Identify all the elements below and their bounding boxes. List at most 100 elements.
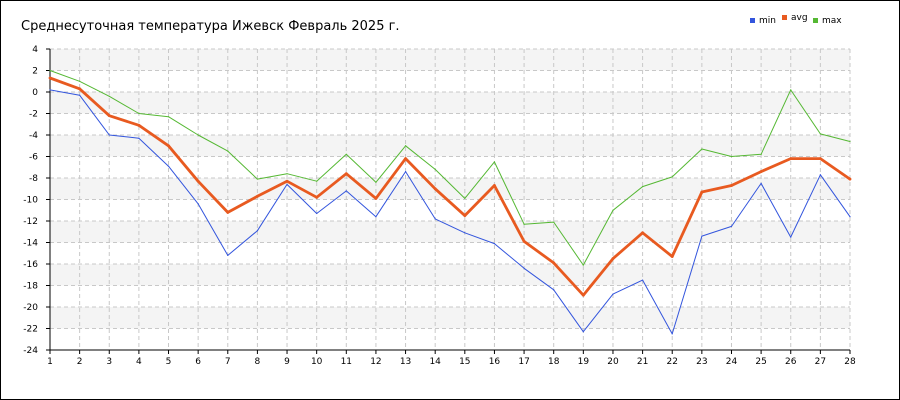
x-tick-label: 7 bbox=[225, 357, 231, 367]
data-point-avg bbox=[848, 177, 852, 181]
data-point-min bbox=[612, 293, 614, 295]
data-point-avg bbox=[700, 190, 704, 194]
data-point-max bbox=[730, 155, 733, 158]
series-line-min bbox=[49, 89, 851, 335]
grid-band bbox=[50, 92, 850, 114]
data-point-min bbox=[79, 94, 81, 96]
data-point-max bbox=[790, 89, 792, 91]
y-tick-label: -6 bbox=[29, 153, 38, 163]
data-point-max bbox=[553, 221, 555, 223]
y-tick-label: -12 bbox=[23, 217, 38, 227]
data-point-max bbox=[641, 186, 644, 188]
x-tick-label: 23 bbox=[696, 357, 707, 367]
data-point-max bbox=[819, 133, 821, 135]
x-tick-label: 19 bbox=[578, 357, 590, 367]
data-point-max bbox=[404, 145, 407, 147]
data-point-min bbox=[760, 182, 762, 184]
data-point-avg bbox=[48, 76, 52, 80]
data-point-max bbox=[256, 178, 259, 180]
x-tick-label: 11 bbox=[341, 357, 352, 367]
legend-label-avg: avg bbox=[791, 13, 808, 23]
data-point-avg bbox=[641, 231, 644, 235]
grid-band bbox=[50, 307, 850, 329]
data-point-avg bbox=[256, 194, 259, 198]
data-point-min bbox=[227, 254, 229, 256]
data-point-max bbox=[345, 153, 347, 155]
x-tick-label: 18 bbox=[548, 357, 560, 367]
data-point-min bbox=[138, 137, 140, 139]
x-tick-label: 26 bbox=[785, 357, 797, 367]
y-tick-label: -22 bbox=[23, 325, 38, 335]
legend-label-max: max bbox=[822, 16, 842, 26]
data-point-avg bbox=[285, 179, 289, 183]
legend-swatch-avg bbox=[782, 15, 787, 20]
data-point-avg bbox=[107, 114, 111, 118]
data-point-min bbox=[582, 331, 584, 333]
y-tick-label: -8 bbox=[29, 174, 38, 184]
data-point-max bbox=[49, 69, 51, 72]
x-tick-label: 28 bbox=[844, 357, 856, 367]
data-point-max bbox=[434, 168, 436, 170]
data-point-min bbox=[464, 232, 466, 234]
x-tick-label: 27 bbox=[815, 357, 826, 367]
data-point-min bbox=[108, 134, 110, 136]
grid-band bbox=[50, 135, 850, 157]
data-point-avg bbox=[493, 184, 496, 187]
y-tick-label: -18 bbox=[23, 282, 38, 292]
data-point-min bbox=[197, 203, 199, 205]
data-point-avg bbox=[730, 184, 733, 187]
data-point-max bbox=[108, 95, 110, 97]
x-tick-label: 4 bbox=[136, 357, 142, 367]
data-point-avg bbox=[759, 170, 763, 173]
x-tick-label: 2 bbox=[77, 357, 83, 367]
data-point-avg bbox=[404, 157, 407, 161]
data-point-max bbox=[375, 181, 377, 183]
x-tick-label: 15 bbox=[459, 357, 470, 367]
data-point-max bbox=[464, 197, 466, 200]
y-tick-label: -20 bbox=[23, 303, 38, 313]
data-point-min bbox=[167, 165, 170, 167]
x-tick-label: 5 bbox=[166, 357, 172, 367]
data-point-min bbox=[49, 89, 51, 91]
legend-swatch-max bbox=[813, 18, 818, 23]
data-point-min bbox=[375, 216, 377, 218]
y-tick-label: -2 bbox=[29, 110, 38, 120]
data-point-min bbox=[256, 230, 259, 232]
legend-item-min: min bbox=[750, 16, 776, 26]
y-tick-label: -4 bbox=[29, 131, 38, 141]
x-tick-label: 8 bbox=[255, 357, 261, 367]
x-tick-label: 14 bbox=[429, 357, 441, 367]
data-point-max bbox=[493, 161, 496, 163]
data-point-max bbox=[197, 134, 199, 136]
data-point-min bbox=[849, 216, 851, 218]
y-tick-label: -10 bbox=[23, 196, 38, 206]
data-point-avg bbox=[463, 214, 467, 218]
data-point-avg bbox=[433, 187, 437, 191]
data-point-avg bbox=[670, 255, 674, 258]
x-tick-label: 25 bbox=[755, 357, 766, 367]
x-tick-label: 20 bbox=[607, 357, 619, 367]
data-point-avg bbox=[552, 261, 556, 265]
data-point-min bbox=[730, 225, 733, 227]
data-point-max bbox=[701, 148, 703, 150]
x-tick-label: 24 bbox=[726, 357, 738, 367]
y-tick-label: 4 bbox=[32, 45, 38, 55]
y-tick-label: 0 bbox=[32, 88, 38, 98]
y-tick-label: 2 bbox=[32, 67, 38, 77]
data-point-avg bbox=[522, 240, 526, 243]
data-point-min bbox=[316, 212, 318, 215]
data-point-avg bbox=[344, 172, 348, 176]
series-line-max bbox=[49, 70, 851, 266]
grid-band bbox=[50, 178, 850, 200]
data-point-avg bbox=[196, 179, 200, 183]
data-point-min bbox=[523, 267, 525, 269]
data-point-max bbox=[582, 264, 584, 266]
data-point-avg bbox=[78, 87, 82, 91]
y-tick-label: -24 bbox=[23, 346, 38, 356]
legend-item-avg: avg bbox=[782, 13, 808, 23]
data-point-avg bbox=[818, 157, 822, 161]
data-point-min bbox=[790, 236, 792, 238]
data-point-avg bbox=[374, 197, 378, 200]
grid-band bbox=[50, 221, 850, 243]
data-point-avg bbox=[167, 144, 170, 148]
